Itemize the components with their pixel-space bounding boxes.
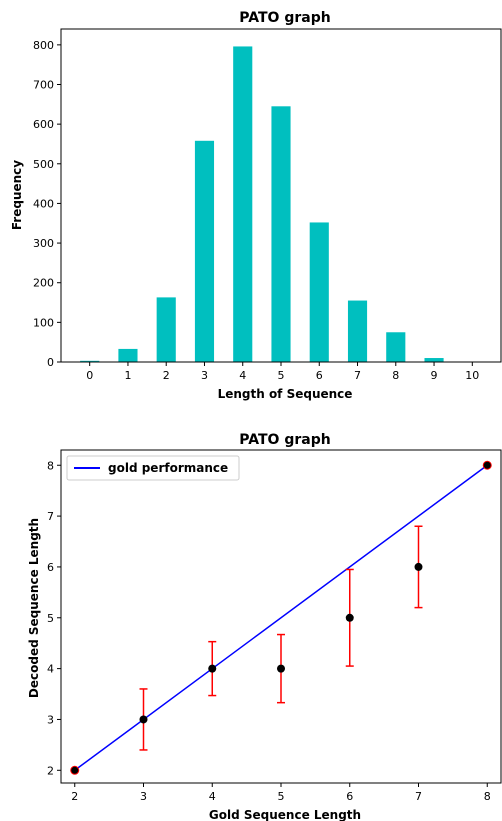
y-tick-label: 5 xyxy=(47,612,54,625)
y-tick-label: 8 xyxy=(47,459,54,472)
gold-performance-line xyxy=(74,464,488,771)
x-tick-label: 7 xyxy=(354,369,361,382)
legend-box xyxy=(66,455,240,481)
legend: gold performance xyxy=(66,455,240,481)
plot-frame xyxy=(60,449,502,784)
x-tick-label: 8 xyxy=(484,790,491,803)
bar xyxy=(80,360,100,362)
data-point xyxy=(139,715,148,724)
data-point xyxy=(345,613,354,622)
x-tick-label: 5 xyxy=(278,790,285,803)
y-tick-label: 200 xyxy=(33,277,54,290)
plot-area: 2 3 4 5 6 7 8 2 3 4 5 6 7 8 xyxy=(47,449,502,803)
y-tick-label: 700 xyxy=(33,79,54,92)
x-tick-label: 10 xyxy=(465,369,479,382)
y-tick-label: 400 xyxy=(33,197,54,210)
y-tick-label: 500 xyxy=(33,158,54,171)
bar xyxy=(156,297,176,362)
x-tick-label: 6 xyxy=(346,790,353,803)
bar xyxy=(233,46,253,362)
y-tick-label: 6 xyxy=(47,561,54,574)
x-tick-label: 8 xyxy=(392,369,399,382)
performance-errorbar-chart: PATO graph Gold Sequence Length Decoded … xyxy=(27,432,502,821)
x-tick-label: 5 xyxy=(278,369,285,382)
x-tick-label: 6 xyxy=(316,369,323,382)
data-point xyxy=(277,664,285,673)
bar xyxy=(194,140,215,362)
data-point xyxy=(414,562,423,571)
data-point xyxy=(208,664,217,673)
y-tick-label: 300 xyxy=(33,237,54,250)
bar xyxy=(424,358,444,362)
x-tick-label: 4 xyxy=(239,369,246,382)
legend-label-gold-performance: gold performance xyxy=(108,461,228,475)
frequency-bar-chart: PATO graph Length of Sequence Frequency … xyxy=(10,10,502,401)
bar xyxy=(271,106,291,362)
bar xyxy=(386,332,406,362)
x-tick-label: 4 xyxy=(209,790,216,803)
x-tick-label: 1 xyxy=(124,369,131,382)
x-tick-label: 2 xyxy=(163,369,170,382)
x-tick-label: 3 xyxy=(201,369,208,382)
bar xyxy=(309,222,329,362)
bar xyxy=(118,348,138,362)
x-axis-label: Gold Sequence Length xyxy=(209,808,361,821)
y-axis-label: Decoded Sequence Length xyxy=(27,518,41,698)
y-axis-label: Frequency xyxy=(10,160,24,230)
chart-title: PATO graph xyxy=(239,432,330,448)
y-tick-label: 100 xyxy=(33,316,54,329)
data-point xyxy=(70,765,80,775)
x-axis-label: Length of Sequence xyxy=(218,387,353,401)
x-tick-label: 9 xyxy=(431,369,438,382)
y-tick-label: 4 xyxy=(47,663,54,676)
y-tick-label: 3 xyxy=(47,713,54,726)
chart-title: PATO graph xyxy=(239,10,330,26)
x-tick-label: 0 xyxy=(86,369,93,382)
y-tick-label: 800 xyxy=(33,39,54,52)
bar xyxy=(347,300,368,362)
data-point xyxy=(482,460,492,470)
x-tick-label: 7 xyxy=(415,790,422,803)
y-tick-label: 7 xyxy=(47,510,54,523)
y-tick-label: 0 xyxy=(47,356,54,369)
x-tick-label: 3 xyxy=(140,790,147,803)
y-tick-label: 600 xyxy=(33,118,54,131)
x-tick-label: 2 xyxy=(71,790,78,803)
y-tick-label: 2 xyxy=(47,764,54,777)
